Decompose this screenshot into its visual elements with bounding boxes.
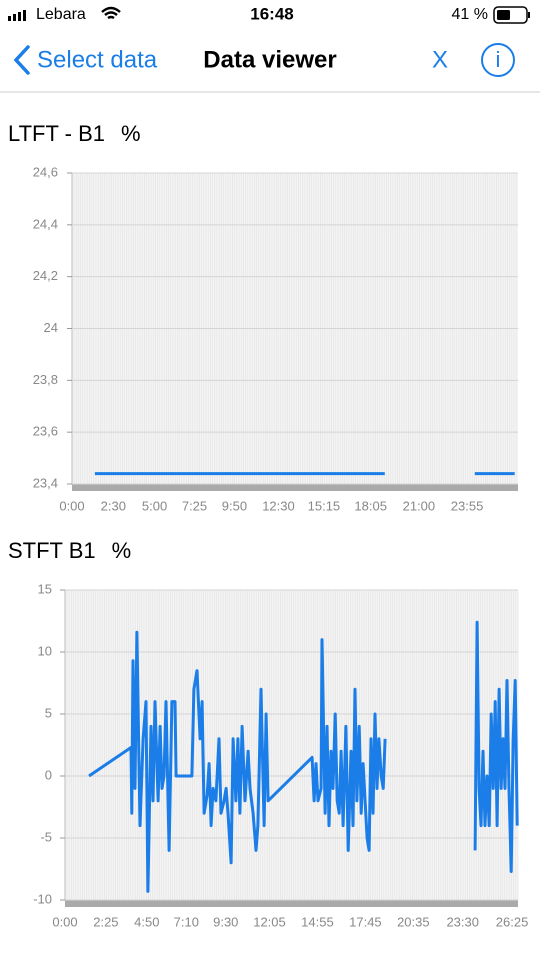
x-tick-label: 23:30: [446, 914, 479, 929]
y-tick-label: 24: [44, 320, 58, 335]
x-tick-label: 12:05: [253, 914, 286, 929]
x-tick-label: 21:00: [403, 498, 436, 513]
y-tick-label: 0: [45, 767, 52, 782]
x-tick-label: 15:15: [308, 498, 341, 513]
carrier: Lebara: [36, 6, 86, 23]
x-tick-label: 20:35: [397, 914, 430, 929]
scroll-bar: [65, 900, 518, 907]
x-tick-label: 23:55: [451, 498, 484, 513]
x-tick-label: 9:30: [213, 914, 238, 929]
chart-title: STFT B1: [8, 538, 96, 563]
x-tick-label: 2:25: [93, 914, 118, 929]
scroll-bar: [72, 484, 518, 491]
x-tick-label: 12:30: [262, 498, 295, 513]
y-tick-label: 24,6: [33, 164, 58, 179]
wifi-icon: [101, 6, 121, 20]
y-tick-label: -5: [40, 829, 52, 844]
x-tick-label: 4:50: [134, 914, 159, 929]
info-button[interactable]: i: [496, 47, 501, 72]
x-tick-label: 14:55: [301, 914, 334, 929]
y-tick-label: 23,4: [33, 475, 58, 490]
data-line: [88, 620, 519, 893]
x-tick-label: 0:00: [52, 914, 77, 929]
clock: 16:48: [250, 4, 293, 23]
y-tick-label: 15: [38, 581, 52, 596]
back-button[interactable]: Select data: [37, 46, 158, 73]
y-tick-label: 23,8: [33, 372, 58, 387]
y-tick-label: 24,4: [33, 216, 58, 231]
x-tick-label: 5:00: [142, 498, 167, 513]
signal-icon: [8, 10, 26, 21]
x-tick-label: 17:45: [349, 914, 382, 929]
chart-unit: %: [121, 121, 141, 146]
nav-title: Data viewer: [203, 46, 336, 73]
y-tick-label: 23,6: [33, 424, 58, 439]
y-tick-label: 10: [38, 643, 52, 658]
close-button[interactable]: X: [432, 46, 448, 73]
chart-title: LTFT - B1: [8, 121, 105, 146]
chart-unit: %: [112, 538, 132, 563]
x-tick-label: 26:25: [496, 914, 529, 929]
x-tick-label: 9:50: [222, 498, 247, 513]
y-tick-label: 24,2: [33, 268, 58, 283]
x-tick-label: 18:05: [354, 498, 387, 513]
x-tick-label: 7:10: [174, 914, 199, 929]
x-tick-label: 2:30: [101, 498, 126, 513]
back-arrow[interactable]: [13, 45, 30, 75]
y-tick-label: 5: [45, 705, 52, 720]
x-tick-label: 0:00: [59, 498, 84, 513]
x-tick-label: 7:25: [182, 498, 207, 513]
battery-text: 41 %: [452, 6, 488, 23]
info-circle[interactable]: [481, 43, 515, 77]
y-tick-label: -10: [33, 891, 52, 906]
battery-icon: [493, 6, 530, 24]
